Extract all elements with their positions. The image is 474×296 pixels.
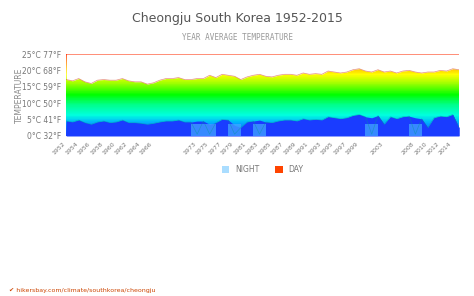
Text: Cheongju South Korea 1952-2015: Cheongju South Korea 1952-2015 <box>132 12 342 25</box>
Text: ✔ hikersbay.com/climate/southkorea/cheongju: ✔ hikersbay.com/climate/southkorea/cheon… <box>9 288 156 293</box>
Legend: NIGHT, DAY: NIGHT, DAY <box>219 162 307 177</box>
Text: YEAR AVERAGE TEMPERATURE: YEAR AVERAGE TEMPERATURE <box>182 33 292 41</box>
Y-axis label: TEMPERATURE: TEMPERATURE <box>15 67 24 123</box>
